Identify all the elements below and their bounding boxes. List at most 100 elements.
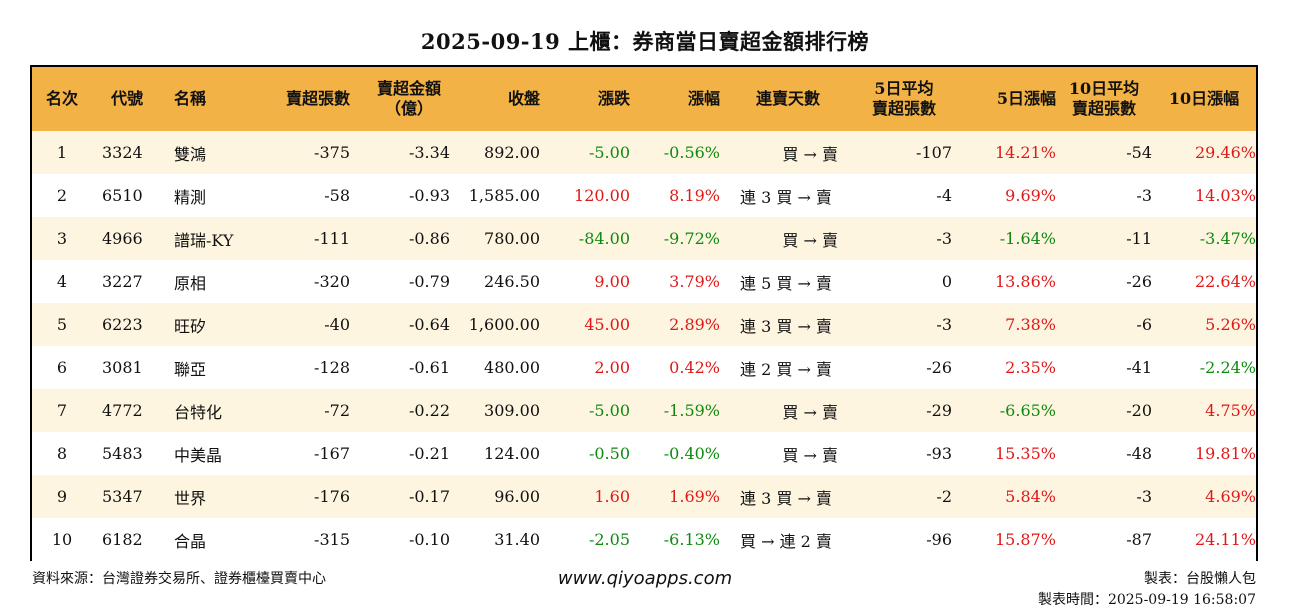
cell-avg5: 0	[856, 260, 952, 303]
table-body: 1 3324 雙鴻 -375 -3.34 892.00 -5.00 -0.56% 買 → 賣 -1…	[32, 131, 1256, 561]
cell-pct5: 9.69%	[952, 174, 1056, 217]
cell-streak: 連 5 買 → 賣	[720, 260, 856, 303]
cell-avg10: -3	[1056, 174, 1152, 217]
header-avg5-line1: 5日平均	[874, 79, 934, 98]
header-avg5-line2: 賣超張數	[871, 99, 936, 118]
cell-pct5: 2.35%	[952, 346, 1056, 389]
cell-pct10: 24.11%	[1152, 518, 1256, 561]
table-header-row: 名次 代號 名稱 賣超張數 賣超金額 （億） 收盤 漲跌 漲幅 連賣天數 5日平…	[32, 67, 1256, 131]
cell-pct5: 13.86%	[952, 260, 1056, 303]
cell-sell-amount: -0.93	[350, 174, 450, 217]
cell-name: 中美晶	[162, 432, 262, 475]
cell-close: 1,600.00	[450, 303, 540, 346]
header-sell-amount: 賣超金額 （億）	[350, 67, 450, 131]
cell-rank: 3	[32, 217, 92, 260]
cell-sell-shares: -315	[262, 518, 350, 561]
header-pct5: 5日漲幅	[952, 67, 1056, 131]
cell-code: 4772	[92, 389, 162, 432]
cell-pct5: -6.65%	[952, 389, 1056, 432]
header-pct: 漲幅	[630, 67, 720, 131]
cell-avg10: -20	[1056, 389, 1152, 432]
cell-avg5: -2	[856, 475, 952, 518]
cell-rank: 2	[32, 174, 92, 217]
cell-avg10: -41	[1056, 346, 1152, 389]
cell-rank: 9	[32, 475, 92, 518]
header-close: 收盤	[450, 67, 540, 131]
cell-change: -5.00	[540, 389, 630, 432]
cell-name: 世界	[162, 475, 262, 518]
cell-rank: 4	[32, 260, 92, 303]
cell-streak: 連 3 買 → 賣	[720, 303, 856, 346]
cell-sell-amount: -3.34	[350, 131, 450, 174]
cell-pct10: 14.03%	[1152, 174, 1256, 217]
cell-change: -2.05	[540, 518, 630, 561]
cell-code: 5347	[92, 475, 162, 518]
cell-sell-amount: -0.61	[350, 346, 450, 389]
table-row: 7 4772 台特化 -72 -0.22 309.00 -5.00 -1.59% 買 → 賣 -2…	[32, 389, 1256, 432]
cell-avg5: -3	[856, 217, 952, 260]
cell-pct5: 7.38%	[952, 303, 1056, 346]
cell-rank: 8	[32, 432, 92, 475]
cell-pct10: -3.47%	[1152, 217, 1256, 260]
cell-pct: -6.13%	[630, 518, 720, 561]
cell-name: 原相	[162, 260, 262, 303]
cell-sell-shares: -128	[262, 346, 350, 389]
header-sell-amount-line1: 賣超金額	[376, 79, 441, 98]
header-avg10-line1: 10日平均	[1068, 79, 1140, 98]
cell-change: 9.00	[540, 260, 630, 303]
cell-avg5: -26	[856, 346, 952, 389]
ranking-table-container: 名次 代號 名稱 賣超張數 賣超金額 （億） 收盤 漲跌 漲幅 連賣天數 5日平…	[30, 65, 1258, 561]
cell-pct10: 22.64%	[1152, 260, 1256, 303]
cell-pct5: 5.84%	[952, 475, 1056, 518]
cell-sell-shares: -375	[262, 131, 350, 174]
cell-close: 309.00	[450, 389, 540, 432]
cell-close: 780.00	[450, 217, 540, 260]
cell-sell-amount: -0.79	[350, 260, 450, 303]
cell-name: 譜瑞-KY	[162, 217, 262, 260]
cell-pct5: 14.21%	[952, 131, 1056, 174]
site-link[interactable]: www.qiyoapps.com	[557, 568, 733, 589]
header-avg10: 10日平均 賣超張數	[1056, 67, 1152, 131]
cell-sell-amount: -0.22	[350, 389, 450, 432]
cell-avg5: -3	[856, 303, 952, 346]
cell-sell-amount: -0.10	[350, 518, 450, 561]
cell-code: 3324	[92, 131, 162, 174]
header-avg5: 5日平均 賣超張數	[856, 67, 952, 131]
cell-sell-amount: -0.21	[350, 432, 450, 475]
data-source-note: 資料來源：台灣證券交易所、證券櫃檯買賣中心	[32, 571, 326, 587]
cell-close: 96.00	[450, 475, 540, 518]
cell-change: 120.00	[540, 174, 630, 217]
cell-avg5: -29	[856, 389, 952, 432]
cell-pct10: 4.75%	[1152, 389, 1256, 432]
cell-streak: 連 3 買 → 賣	[720, 174, 856, 217]
table-row: 8 5483 中美晶 -167 -0.21 124.00 -0.50 -0.40% 買 → 賣-…	[32, 432, 1256, 475]
cell-code: 6223	[92, 303, 162, 346]
header-streak: 連賣天數	[720, 67, 856, 131]
cell-pct10: 4.69%	[1152, 475, 1256, 518]
cell-avg10: -11	[1056, 217, 1152, 260]
cell-name: 聯亞	[162, 346, 262, 389]
ranking-table: 名次 代號 名稱 賣超張數 賣超金額 （億） 收盤 漲跌 漲幅 連賣天數 5日平…	[32, 67, 1256, 561]
cell-streak: 買 → 賣	[720, 432, 856, 475]
cell-sell-amount: -0.86	[350, 217, 450, 260]
cell-code: 6510	[92, 174, 162, 217]
cell-code: 6182	[92, 518, 162, 561]
table-row: 3 4966 譜瑞-KY -111 -0.86 780.00 -84.00 -9.72% 買 →…	[32, 217, 1256, 260]
header-sell-amount-line2: （億）	[384, 99, 433, 118]
cell-close: 1,585.00	[450, 174, 540, 217]
cell-change: 1.60	[540, 475, 630, 518]
cell-avg5: -96	[856, 518, 952, 561]
cell-pct: -9.72%	[630, 217, 720, 260]
cell-close: 892.00	[450, 131, 540, 174]
cell-code: 3227	[92, 260, 162, 303]
cell-name: 合晶	[162, 518, 262, 561]
cell-change: -84.00	[540, 217, 630, 260]
cell-sell-shares: -58	[262, 174, 350, 217]
cell-change: 45.00	[540, 303, 630, 346]
cell-rank: 6	[32, 346, 92, 389]
cell-change: 2.00	[540, 346, 630, 389]
cell-sell-shares: -167	[262, 432, 350, 475]
author-note: 製表：台股懶人包	[1144, 571, 1256, 587]
cell-avg5: -107	[856, 131, 952, 174]
cell-sell-amount: -0.17	[350, 475, 450, 518]
